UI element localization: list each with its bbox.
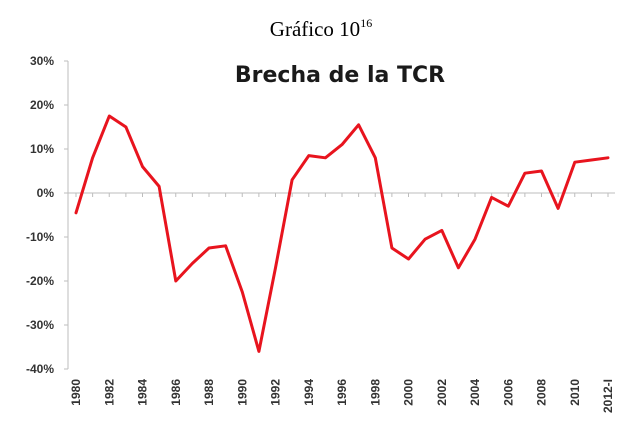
x-tick-label: 2006 (501, 379, 515, 406)
chart-title: Brecha de la TCR (235, 63, 445, 88)
x-tick-label: 1986 (169, 379, 183, 406)
y-axis-ticks: 30% 20% 10% 0% -10% -20% -30% -40% (26, 54, 68, 376)
y-tick-label: 10% (30, 142, 54, 156)
x-tick-label: 1980 (69, 379, 83, 406)
x-tick-label: 2010 (568, 379, 582, 406)
y-tick-label: -20% (26, 274, 54, 288)
figure-caption: Gráfico 1016 (0, 16, 642, 42)
y-tick-label: 30% (30, 54, 54, 68)
x-axis-ticks: 1980 1982 1984 1986 1988 1990 1992 1994 1996 1998… (69, 193, 615, 413)
y-tick-label: -40% (26, 362, 54, 376)
x-tick-label: 2012-I (601, 379, 615, 413)
caption-footnote: 16 (360, 16, 373, 30)
x-tick-label: 1984 (136, 379, 150, 406)
x-tick-label: 1996 (335, 379, 349, 406)
x-tick-label: 1988 (202, 379, 216, 406)
x-tick-label: 1992 (269, 379, 283, 406)
x-tick-label: 1994 (302, 379, 316, 406)
chart-series (74, 114, 610, 353)
x-tick-label: 1998 (368, 379, 382, 406)
x-tick-label: 2004 (468, 379, 482, 406)
x-tick-label: 2008 (535, 379, 549, 406)
y-tick-label: -10% (26, 230, 54, 244)
line-chart: Brecha de la TCR 30% 20% 10% 0% -10% -20% -30%… (26, 54, 615, 413)
x-tick-label: 1990 (235, 379, 249, 406)
y-tick-label: 0% (37, 186, 55, 200)
series-line (74, 114, 610, 353)
y-tick-label: 20% (30, 98, 54, 112)
x-tick-label: 2002 (435, 379, 449, 406)
caption-text: Gráfico 10 (269, 17, 361, 41)
x-tick-label: 1982 (102, 379, 116, 406)
x-tick-label: 2000 (402, 379, 416, 406)
y-tick-label: -30% (26, 318, 54, 332)
chart-axes (67, 61, 615, 369)
